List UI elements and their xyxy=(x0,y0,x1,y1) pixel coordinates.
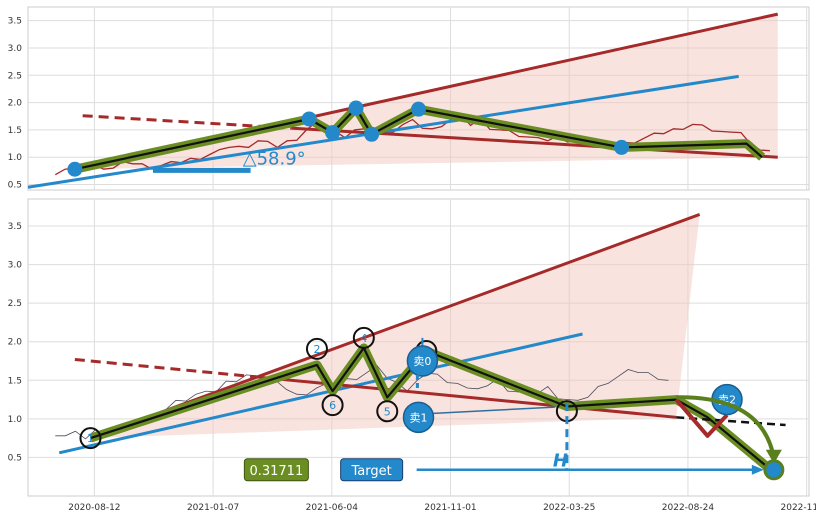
y-tick-label: 1.0 xyxy=(8,153,23,163)
y-tick-label: 3.0 xyxy=(8,261,23,271)
pivot-point xyxy=(614,139,630,155)
support-line xyxy=(58,332,583,455)
sell2-curve xyxy=(676,395,776,459)
pivot-ring xyxy=(321,394,344,417)
pivot-point xyxy=(301,111,317,127)
y-tick-label: 1.0 xyxy=(8,415,23,425)
target-label: Target xyxy=(351,464,392,479)
y-tick-label: 1.5 xyxy=(8,126,22,136)
top-marks: △58.9° xyxy=(27,12,779,189)
pivot-number: 2 xyxy=(313,343,320,356)
y-tick-label: 3.5 xyxy=(8,222,22,232)
pivot-ring xyxy=(79,427,102,450)
sell0-badge xyxy=(406,345,439,377)
pivot-number: 4 xyxy=(360,332,367,345)
value-box-label: 0.31711 xyxy=(249,464,303,479)
y-tick-label: 0.5 xyxy=(8,181,22,191)
sell1-label: 卖1 xyxy=(410,411,428,424)
x-tick-label: 2021-11-01 xyxy=(424,503,476,513)
sell1-badge xyxy=(402,401,435,434)
y-tick-label: 2.5 xyxy=(8,71,22,81)
target-arrowhead xyxy=(751,464,764,475)
x-tick-label: 2022-08-24 xyxy=(662,503,715,513)
pivot-ring xyxy=(352,326,375,349)
x-tick-label: 2022-03-25 xyxy=(543,503,595,513)
y-tick-label: 3.5 xyxy=(8,17,22,27)
lower-trend-dashed xyxy=(82,114,292,130)
y-tick-label: 3.0 xyxy=(8,44,23,54)
bottom-yticks: 0.5 1.0 1.5 2.0 2.5 3.0 3.5 xyxy=(8,222,23,463)
pivot-point xyxy=(67,161,83,177)
top-panel: 0.5 1.0 1.5 2.0 2.5 3.0 3.5 △58.9° xyxy=(8,6,810,191)
x-tick-label: 2022-11-24 xyxy=(781,503,816,513)
sell2-arrowhead xyxy=(765,449,782,464)
y-tick-label: 0.5 xyxy=(8,453,22,463)
pivot-number: 1 xyxy=(87,432,94,445)
target-point xyxy=(763,459,785,481)
zigzag-line xyxy=(90,346,771,470)
x-tick-label: 2021-06-04 xyxy=(306,503,359,513)
pivot-point xyxy=(364,126,380,142)
top-yticks: 0.5 1.0 1.5 2.0 2.5 3.0 3.5 xyxy=(8,17,23,191)
sell1-arrow xyxy=(433,406,555,415)
target-box xyxy=(340,458,404,482)
pivot-ring xyxy=(376,400,399,423)
x-tick-label: 2021-01-07 xyxy=(187,503,239,513)
pivot-number: 6 xyxy=(329,399,336,412)
retest-path xyxy=(674,398,729,438)
bottom-panel: 0.5 1.0 1.5 2.0 2.5 3.0 3.5 2020-08-12 2021-01-… xyxy=(8,198,816,513)
angle-label: △58.9° xyxy=(243,148,306,169)
y-tick-label: 1.5 xyxy=(8,376,22,386)
pivot-point xyxy=(411,101,426,117)
bottom-xticks: 2020-08-12 2021-01-07 2021-06-04 2021-11-01… xyxy=(68,503,816,513)
price-line xyxy=(54,113,770,176)
pivot-number: 5 xyxy=(384,405,391,418)
sell0-label: 卖0 xyxy=(413,355,431,368)
h-marker-label: H xyxy=(553,451,568,472)
lower-trend-dashed xyxy=(74,357,256,379)
y-tick-label: 2.5 xyxy=(8,299,22,309)
bottom-marks: 126453H卖0卖1卖2Target0.31711 xyxy=(55,213,786,482)
pivot-point xyxy=(348,100,364,116)
pivot-point xyxy=(325,125,341,141)
y-tick-label: 2.0 xyxy=(8,338,23,348)
y-tick-label: 2.0 xyxy=(8,99,23,109)
pivot-ring xyxy=(305,337,328,360)
x-tick-label: 2020-08-12 xyxy=(68,503,120,513)
value-box xyxy=(243,458,309,482)
